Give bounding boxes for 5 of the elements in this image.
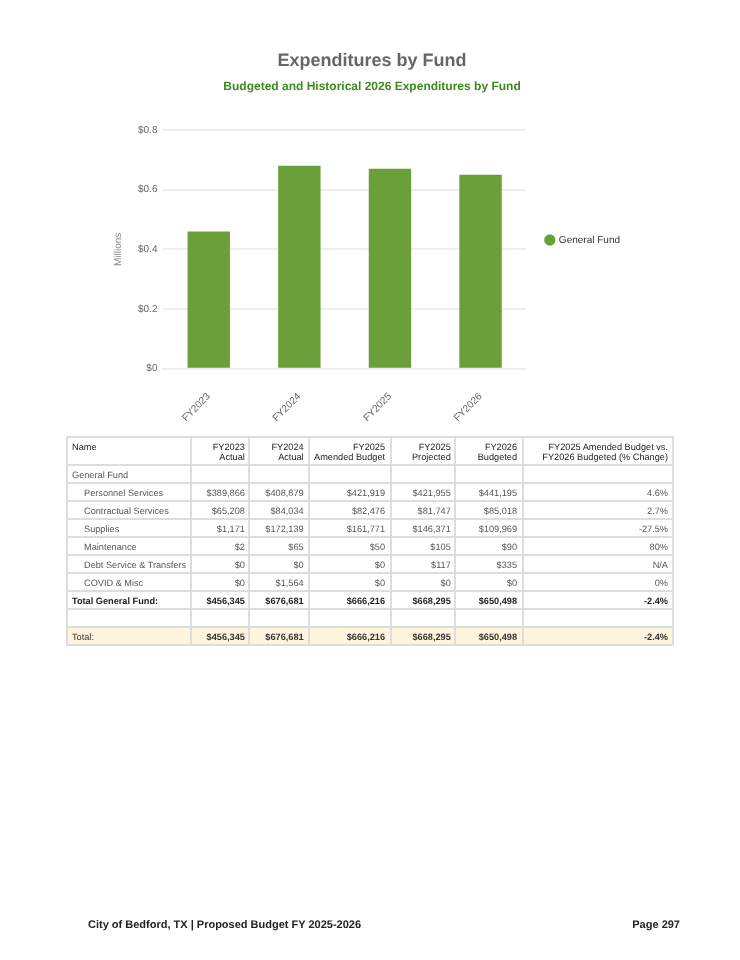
bar: [459, 174, 502, 368]
bar: [187, 231, 230, 368]
bar: [368, 168, 412, 368]
bar: [278, 165, 321, 368]
chart-title: Expenditures by Fund: [277, 49, 467, 70]
